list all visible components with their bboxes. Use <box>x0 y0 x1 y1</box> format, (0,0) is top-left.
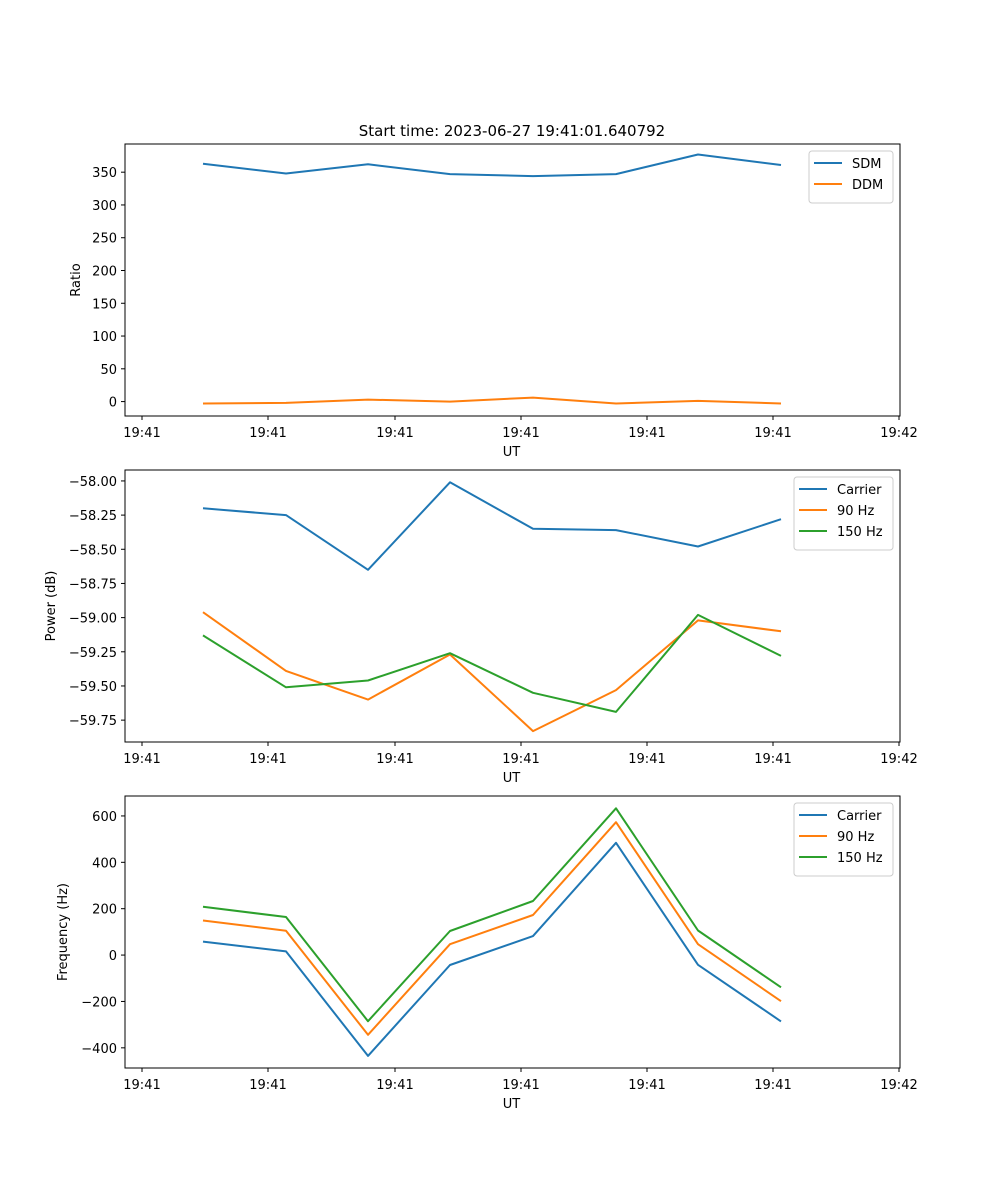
chart-3-x-tick-label: 19:41 <box>754 1078 791 1093</box>
charts-container: 0 50 100 150 200 250 300 350 19:41 19:41 19:41 19:4… <box>44 143 918 1112</box>
chart-2-series-150-hz-line <box>202 613 782 713</box>
chart-1-y-tick-label: 250 <box>92 232 117 247</box>
chart-1-x-axis-label: UT <box>503 445 521 460</box>
chart-3-y-tick-label: 600 <box>92 810 117 825</box>
chart-3-x-tick-label: 19:41 <box>123 1078 160 1093</box>
chart-1-x-tick-label: 19:41 <box>123 426 160 441</box>
chart-2-y-tick-label: −59.75 <box>69 714 117 729</box>
chart-1-series-sdm-line <box>202 153 782 178</box>
chart-1-y-tick-label: 300 <box>92 199 117 214</box>
chart-1-axes: 0 50 100 150 200 250 300 350 19:41 19:41 19:41 19:4… <box>69 143 918 460</box>
chart-2-y-axis-label: Power (dB) <box>44 571 59 642</box>
chart-3-x-tick-label: 19:41 <box>628 1078 665 1093</box>
chart-2-x-tick-label: 19:41 <box>376 752 413 767</box>
chart-1-y-axis-label: Ratio <box>69 263 84 296</box>
chart-3-y-tick-label: −400 <box>81 1042 117 1057</box>
figure-title: Start time: 2023-06-27 19:41:01.640792 <box>359 122 665 140</box>
chart-1-legend: SDM DDM <box>808 150 894 204</box>
chart-3-frame <box>124 795 901 1069</box>
chart-1-y-tick-label: 150 <box>92 297 117 312</box>
chart-2-legend-label: 90 Hz <box>837 504 874 519</box>
chart-2-y-tick-label: −58.50 <box>69 543 117 558</box>
chart-3-legend-label: 150 Hz <box>837 851 883 866</box>
chart-3-legend-label: Carrier <box>837 809 882 824</box>
chart-3-y-tick-label: 400 <box>92 856 117 871</box>
chart-2-y-tick-label: −58.75 <box>69 577 117 592</box>
chart-2-frame <box>124 469 901 743</box>
chart-1-y-tick-label: 350 <box>92 166 117 181</box>
chart-1-legend-label: DDM <box>852 178 883 193</box>
chart-3-y-tick-label: 200 <box>92 903 117 918</box>
chart-1-y-tick-label: 200 <box>92 264 117 279</box>
chart-1-y-tick-label: 0 <box>109 396 117 411</box>
chart-3-series-carrier-line <box>202 841 782 1057</box>
chart-2-x-tick-label: 19:41 <box>123 752 160 767</box>
chart-2-x-tick-label: 19:41 <box>249 752 286 767</box>
chart-2-axes: −58.00 −58.25 −58.50 −58.75 −59.00 −59.25 −59.… <box>44 469 918 786</box>
chart-1-y-tick-label: 50 <box>100 363 117 378</box>
chart-3-x-tick-label: 19:41 <box>502 1078 539 1093</box>
chart-1-series-ddm-line <box>202 396 782 405</box>
chart-1-y-tick-label: 100 <box>92 330 117 345</box>
chart-3-y-tick-label: 0 <box>109 949 117 964</box>
chart-3-axes: −400 −200 0 200 400 600 19:41 19:41 19:41 19:41 19… <box>56 795 918 1112</box>
chart-2-y-tick-label: −58.00 <box>69 475 117 490</box>
chart-3-x-tick-label: 19:41 <box>249 1078 286 1093</box>
chart-2-x-tick-label: 19:41 <box>502 752 539 767</box>
chart-2-y-tick-label: −59.50 <box>69 680 117 695</box>
chart-3-y-tick-label: −200 <box>81 995 117 1010</box>
chart-3-y-axis-label: Frequency (Hz) <box>56 883 71 981</box>
chart-3-x-axis-label: UT <box>503 1097 521 1112</box>
chart-1-frame <box>124 143 901 417</box>
chart-3-legend: Carrier 90 Hz 150 Hz <box>793 802 894 877</box>
chart-2-y-tick-label: −59.25 <box>69 646 117 661</box>
chart-2-series-carrier-line <box>202 481 782 571</box>
chart-1-x-tick-label: 19:41 <box>376 426 413 441</box>
chart-1-x-tick-label: 19:41 <box>502 426 539 441</box>
chart-2-x-tick-label: 19:41 <box>628 752 665 767</box>
chart-1-x-tick-label: 19:42 <box>880 426 917 441</box>
chart-2-legend: Carrier 90 Hz 150 Hz <box>793 476 894 551</box>
chart-2-x-tick-label: 19:42 <box>880 752 917 767</box>
chart-2-y-tick-label: −58.25 <box>69 509 117 524</box>
chart-1-x-tick-label: 19:41 <box>249 426 286 441</box>
chart-2-x-tick-label: 19:41 <box>754 752 791 767</box>
chart-3-x-tick-label: 19:41 <box>376 1078 413 1093</box>
chart-3-series-150-hz-line <box>202 807 782 1023</box>
chart-2-x-axis-label: UT <box>503 771 521 786</box>
chart-1-x-tick-label: 19:41 <box>754 426 791 441</box>
chart-3-x-tick-label: 19:42 <box>880 1078 917 1093</box>
chart-1-x-tick-label: 19:41 <box>628 426 665 441</box>
chart-3-legend-label: 90 Hz <box>837 830 874 845</box>
chart-1-legend-label: SDM <box>852 157 881 172</box>
chart-2-legend-label: Carrier <box>837 483 882 498</box>
chart-3-series-90-hz-line <box>202 821 782 1036</box>
chart-2-legend-label: 150 Hz <box>837 525 883 540</box>
chart-2-y-tick-label: −59.00 <box>69 612 117 627</box>
